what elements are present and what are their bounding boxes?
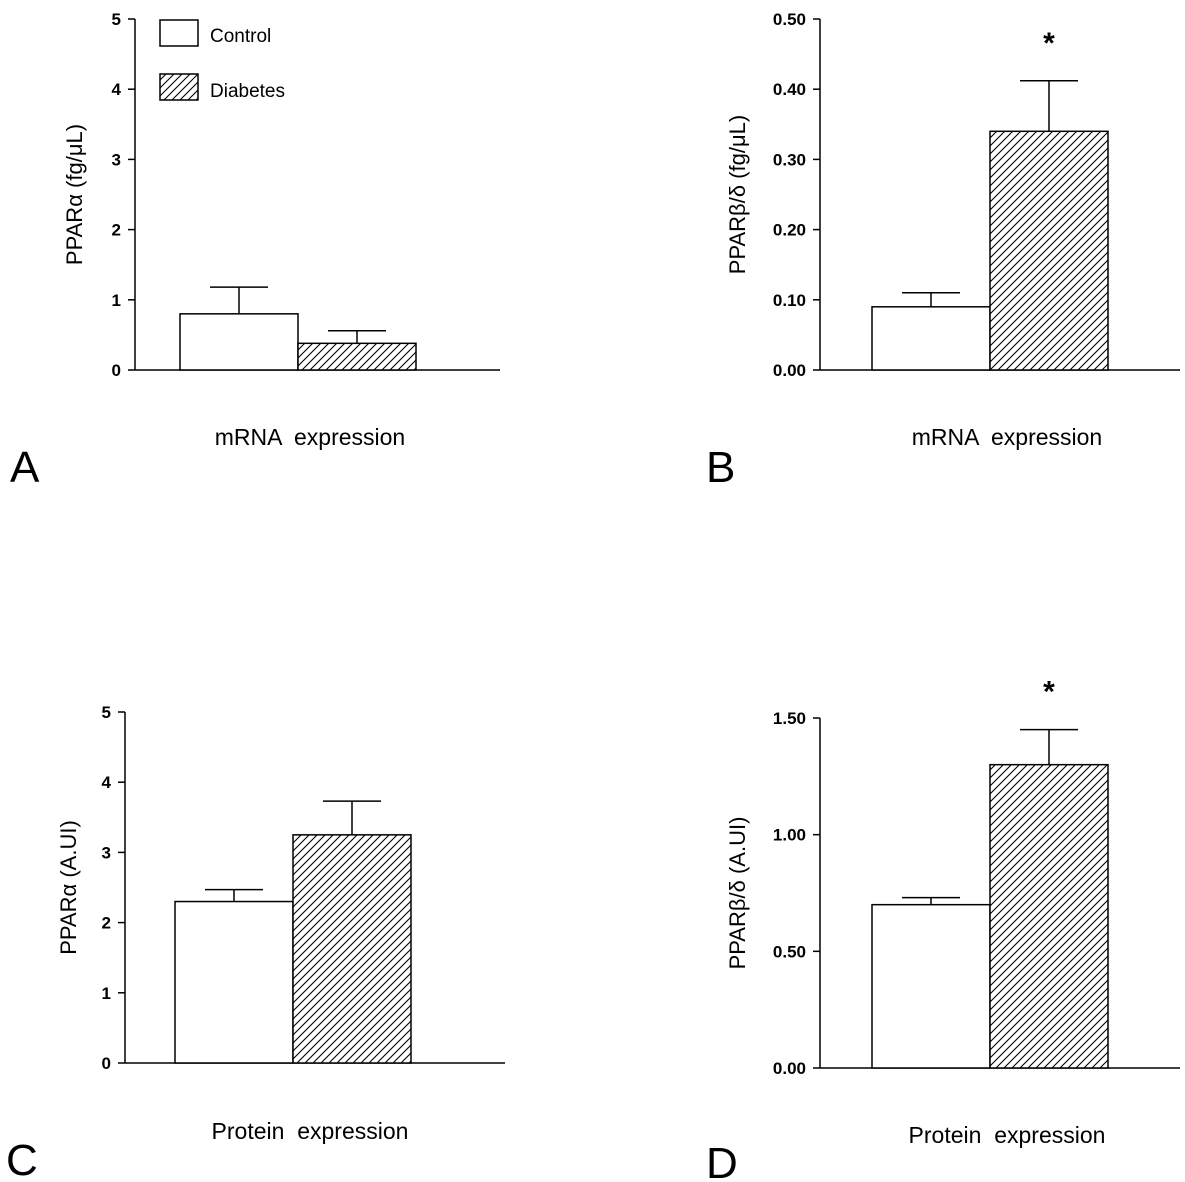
panel-letter: D	[706, 1139, 738, 1182]
significance-marker: *	[1043, 676, 1055, 709]
y-tick-label: 0.50	[773, 10, 806, 29]
y-axis-label: PPARα (fg/μL)	[62, 124, 87, 265]
y-tick-label: 0.50	[773, 942, 806, 961]
y-tick-label: 0.20	[773, 221, 806, 240]
panel-letter: C	[6, 1136, 38, 1182]
x-axis-label: Protein expression	[212, 1118, 409, 1144]
y-axis-label: PPARα (A.UI)	[56, 820, 81, 955]
x-axis-label: mRNA expression	[215, 424, 405, 450]
y-tick-label: 0.10	[773, 291, 806, 310]
y-tick-label: 1.50	[773, 709, 806, 728]
legend-swatch-control	[159, 19, 199, 47]
y-tick-label: 1	[112, 291, 121, 310]
panel-d: 0.00 0.50 1.00 1.50 * PPARβ/δ (A.UI) Protein e…	[706, 676, 1180, 1182]
bar-diabetes	[297, 342, 417, 371]
y-tick-label: 1.00	[773, 826, 806, 845]
bar-control	[179, 313, 299, 371]
y-tick-label: 0.00	[773, 1059, 806, 1078]
panel-b: 0.00 0.10 0.20 0.30 0.40 0.50 * PPARβ/δ (fg/μL)…	[706, 10, 1180, 492]
bar-control	[871, 306, 991, 371]
y-tick-label: 3	[112, 150, 121, 169]
x-axis-label: mRNA expression	[912, 424, 1102, 450]
y-tick-label: 2	[102, 914, 111, 933]
y-tick-label: 0.30	[773, 150, 806, 169]
bar-control	[871, 903, 991, 1069]
y-tick-label: 0.40	[773, 80, 806, 99]
legend-label-control: Control	[210, 26, 271, 47]
y-tick-label: 3	[102, 843, 111, 862]
legend-label-diabetes: Diabetes	[210, 81, 285, 102]
y-tick-label: 5	[112, 10, 121, 29]
y-axis-label: PPARβ/δ (fg/μL)	[725, 115, 750, 274]
significance-marker: *	[1043, 27, 1055, 60]
y-tick-label: 4	[112, 80, 122, 99]
legend-swatch-diabetes	[159, 73, 199, 101]
y-tick-label: 0	[112, 361, 121, 380]
y-tick-label: 2	[112, 221, 121, 240]
panel-letter: B	[706, 443, 735, 492]
panel-a: 0 1 2 3 4 5 PPARα (fg/μL) mRNA expression A	[10, 10, 500, 492]
bar-diabetes	[292, 834, 412, 1064]
bar-diabetes	[989, 130, 1109, 371]
bar-diabetes	[989, 763, 1109, 1069]
y-tick-label: 1	[102, 984, 111, 1003]
y-axis-label: PPARβ/δ (A.UI)	[725, 817, 750, 970]
legend: Control Diabetes	[159, 19, 285, 102]
x-axis-label: Protein expression	[909, 1122, 1106, 1148]
bar-control	[174, 900, 294, 1064]
y-tick-label: 0.00	[773, 361, 806, 380]
panel-c: 0 1 2 3 4 5 PPARα (A.UI) Protein expression C	[6, 703, 505, 1182]
y-tick-label: 4	[102, 773, 112, 792]
y-tick-label: 0	[102, 1054, 111, 1073]
y-tick-label: 5	[102, 703, 111, 722]
panel-letter: A	[10, 443, 40, 492]
